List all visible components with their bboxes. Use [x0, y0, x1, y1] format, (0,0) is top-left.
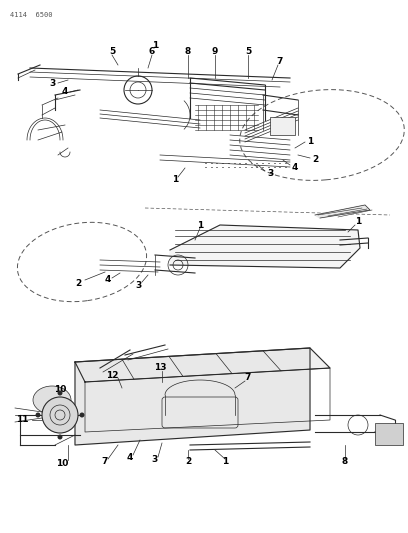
Text: 10: 10 — [56, 458, 68, 467]
Bar — [375, 423, 403, 445]
Ellipse shape — [33, 386, 71, 414]
Text: 10: 10 — [54, 385, 66, 394]
Text: 1: 1 — [307, 138, 313, 147]
Text: 11: 11 — [16, 416, 28, 424]
Text: 2: 2 — [312, 156, 318, 165]
Text: 3: 3 — [267, 168, 273, 177]
Text: 2: 2 — [75, 279, 81, 287]
Text: 4: 4 — [292, 163, 298, 172]
Text: 7: 7 — [277, 58, 283, 67]
Polygon shape — [75, 348, 310, 445]
Text: 9: 9 — [212, 47, 218, 56]
Polygon shape — [315, 205, 370, 218]
Circle shape — [42, 397, 78, 433]
Text: 3: 3 — [135, 280, 141, 289]
Text: 1: 1 — [152, 41, 158, 50]
Text: 5: 5 — [109, 47, 115, 56]
Polygon shape — [170, 225, 360, 268]
Text: 3: 3 — [49, 78, 55, 87]
Circle shape — [58, 391, 62, 395]
Text: 12: 12 — [106, 370, 118, 379]
Text: 1: 1 — [197, 221, 203, 230]
Circle shape — [58, 434, 62, 440]
Text: 5: 5 — [245, 47, 251, 56]
Text: 7: 7 — [102, 457, 108, 466]
Text: 3: 3 — [152, 456, 158, 464]
Text: 2: 2 — [185, 457, 191, 466]
Text: 4: 4 — [62, 87, 68, 96]
Text: 8: 8 — [185, 47, 191, 56]
Circle shape — [80, 413, 84, 417]
Text: 1: 1 — [172, 175, 178, 184]
Text: 1: 1 — [355, 217, 361, 227]
Text: 6: 6 — [149, 47, 155, 56]
Text: 4114  6500: 4114 6500 — [10, 12, 53, 18]
Text: 1: 1 — [222, 457, 228, 466]
Text: 4: 4 — [105, 276, 111, 285]
Polygon shape — [75, 348, 330, 382]
Circle shape — [35, 413, 40, 417]
Bar — [270, 117, 295, 135]
Text: 13: 13 — [154, 364, 166, 373]
Text: 8: 8 — [342, 457, 348, 466]
Text: 7: 7 — [245, 374, 251, 383]
Text: 4: 4 — [127, 454, 133, 463]
